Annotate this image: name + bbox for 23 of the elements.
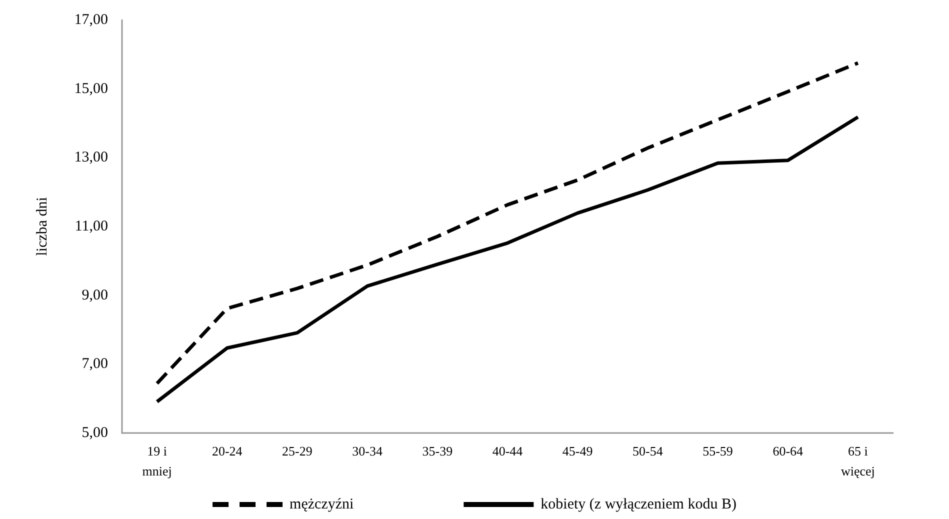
legend-label: mężczyźni [290,496,354,512]
x-tick-label: 25-29 [282,444,312,458]
x-tick-label: 35-39 [422,444,453,458]
line-series [155,61,860,386]
x-tick-label: 19 i mniej [142,444,172,478]
x-tick-label: 55-59 [702,444,733,458]
x-tick-label: 30-34 [352,444,383,458]
x-tick-label: 40-44 [492,444,524,458]
line-series [155,115,860,404]
y-axis-title: liczba dni [34,197,50,256]
y-tick-label: 15,00 [74,80,108,97]
y-tick-label: 5,00 [82,425,108,441]
y-tick-label: 13,00 [74,150,108,166]
x-tick-label: 45-49 [562,444,593,458]
y-tick-label: 7,00 [82,356,108,372]
legend-label: kobiety (z wyłączeniem kodu B) [540,496,736,512]
y-tick-label: 17,00 [74,12,108,28]
x-tick-label: 50-54 [632,444,664,458]
y-tick-label: 9,00 [82,287,108,304]
x-tick-label: 60-64 [772,444,804,458]
x-tick-label: 20-24 [212,444,243,458]
x-tick-label: 65 i więcej [840,444,875,478]
y-tick-label: 11,00 [74,218,108,234]
